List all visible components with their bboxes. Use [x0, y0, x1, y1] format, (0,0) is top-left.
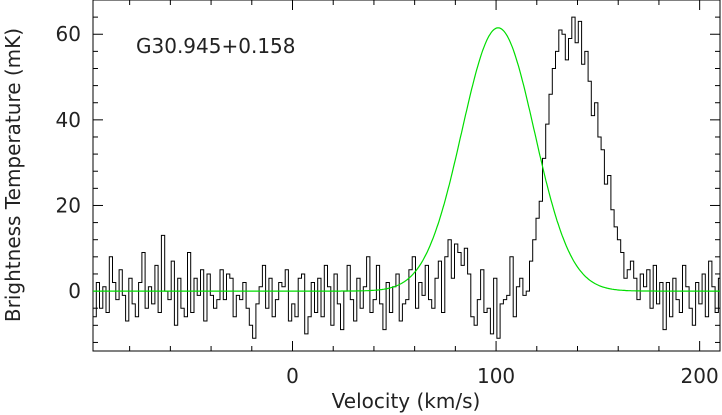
x-tick-label: 100: [477, 364, 515, 388]
y-axis-label: Brightness Temperature (mK): [1, 28, 25, 322]
y-tick-label: 20: [56, 193, 81, 217]
spectrum-series-line: [93, 16, 720, 339]
x-tick-label: 0: [286, 364, 299, 388]
tick-labels: 0 100 200 0 20 40 60: [56, 22, 719, 388]
plot-frame: [92, 0, 721, 352]
y-tick-label: 60: [56, 22, 81, 46]
y-tick-label: 40: [56, 108, 81, 132]
source-name-annotation: G30.945+0.158: [136, 34, 296, 58]
gaussian-fit-line: [93, 27, 720, 292]
x-tick-label: 200: [681, 364, 719, 388]
y-tick-label: 0: [68, 279, 81, 303]
x-axis-label: Velocity (km/s): [332, 389, 481, 413]
